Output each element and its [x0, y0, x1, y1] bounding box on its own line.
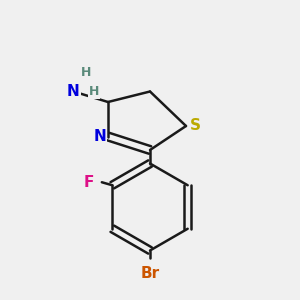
Text: Br: Br: [140, 266, 160, 281]
Text: N: N: [93, 129, 106, 144]
Text: F: F: [83, 175, 94, 190]
Text: S: S: [190, 118, 200, 134]
Text: H: H: [81, 65, 91, 79]
Text: N: N: [67, 84, 80, 99]
Text: H: H: [89, 85, 99, 98]
